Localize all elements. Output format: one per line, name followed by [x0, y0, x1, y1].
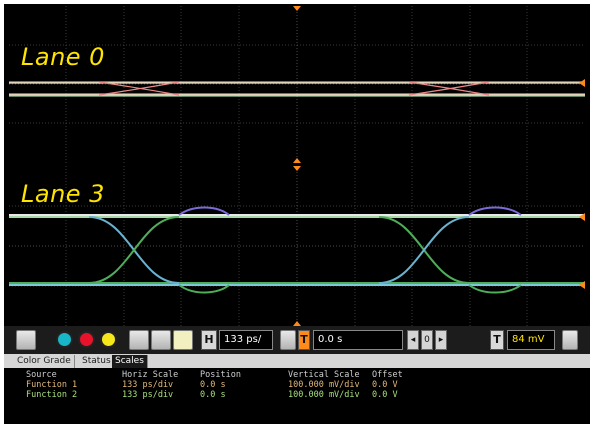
waveform-pane-lane3: Lane 3 [9, 166, 585, 326]
spin-arrows-icon[interactable] [562, 330, 578, 350]
control-toolbar: H 133 ps/ T 0.0 s ◂ 0 ▸ T 84 mV [4, 326, 590, 354]
color-circle-icons [56, 330, 122, 350]
header-vertical-scale: Vertical Scale [288, 370, 360, 380]
lane3-eye-diagram [9, 166, 585, 326]
row1-vertical-scale: 100.000 mV/div [288, 380, 360, 390]
horiz-scale-field[interactable]: 133 ps/ [219, 330, 273, 350]
layout-icon[interactable] [129, 330, 149, 350]
row2-horiz-scale: 133 ps/div [122, 390, 174, 400]
lane0-label: Lane 0 [21, 43, 105, 71]
row2-offset: 0.0 V [372, 390, 398, 400]
waveform-pane-lane0: Lane 0 [9, 6, 585, 163]
lane3-label: Lane 3 [21, 180, 105, 208]
yellow-circle-icon[interactable] [100, 331, 117, 348]
right-arrow-icon[interactable]: ▸ [435, 330, 447, 350]
row1-offset: 0.0 V [372, 380, 398, 390]
header-source: Source [26, 370, 57, 380]
oscilloscope-window: Lane 0 [4, 4, 590, 424]
row1-horiz-scale: 133 ps/div [122, 380, 174, 390]
trigger-level-field[interactable]: 84 mV [507, 330, 555, 350]
scales-table: Source Horiz Scale Position Vertical Sca… [4, 368, 590, 424]
row2-position: 0.0 s [200, 390, 226, 400]
tab-color-grade[interactable]: Color Grade [14, 355, 75, 368]
position-field[interactable]: 0.0 s [313, 330, 403, 350]
row1-position: 0.0 s [200, 380, 226, 390]
row1-source: Function 1 [26, 380, 78, 390]
row2-vertical-scale: 100.000 mV/div [288, 390, 360, 400]
print-icon[interactable] [151, 330, 171, 350]
scroll-arrows-icon[interactable] [16, 330, 36, 350]
brightness-icon[interactable] [173, 330, 193, 350]
center-icon[interactable]: 0 [421, 330, 433, 350]
row2-source: Function 2 [26, 390, 78, 400]
math-sine-icon[interactable] [280, 330, 296, 350]
position-marker-icon: T [298, 330, 310, 350]
tab-bar: Color Grade Status Scales [4, 354, 590, 368]
left-arrow-icon[interactable]: ◂ [407, 330, 419, 350]
cyan-circle-icon[interactable] [56, 331, 73, 348]
tab-status[interactable]: Status [79, 355, 115, 368]
lane0-eye-diagram [9, 6, 585, 163]
tab-scales[interactable]: Scales [112, 355, 148, 368]
red-circle-icon[interactable] [78, 331, 95, 348]
header-horiz-scale: Horiz Scale [122, 370, 179, 380]
header-position: Position [200, 370, 241, 380]
horiz-icon: H [201, 330, 217, 350]
header-offset: Offset [372, 370, 403, 380]
trigger-icon: T [490, 330, 504, 350]
